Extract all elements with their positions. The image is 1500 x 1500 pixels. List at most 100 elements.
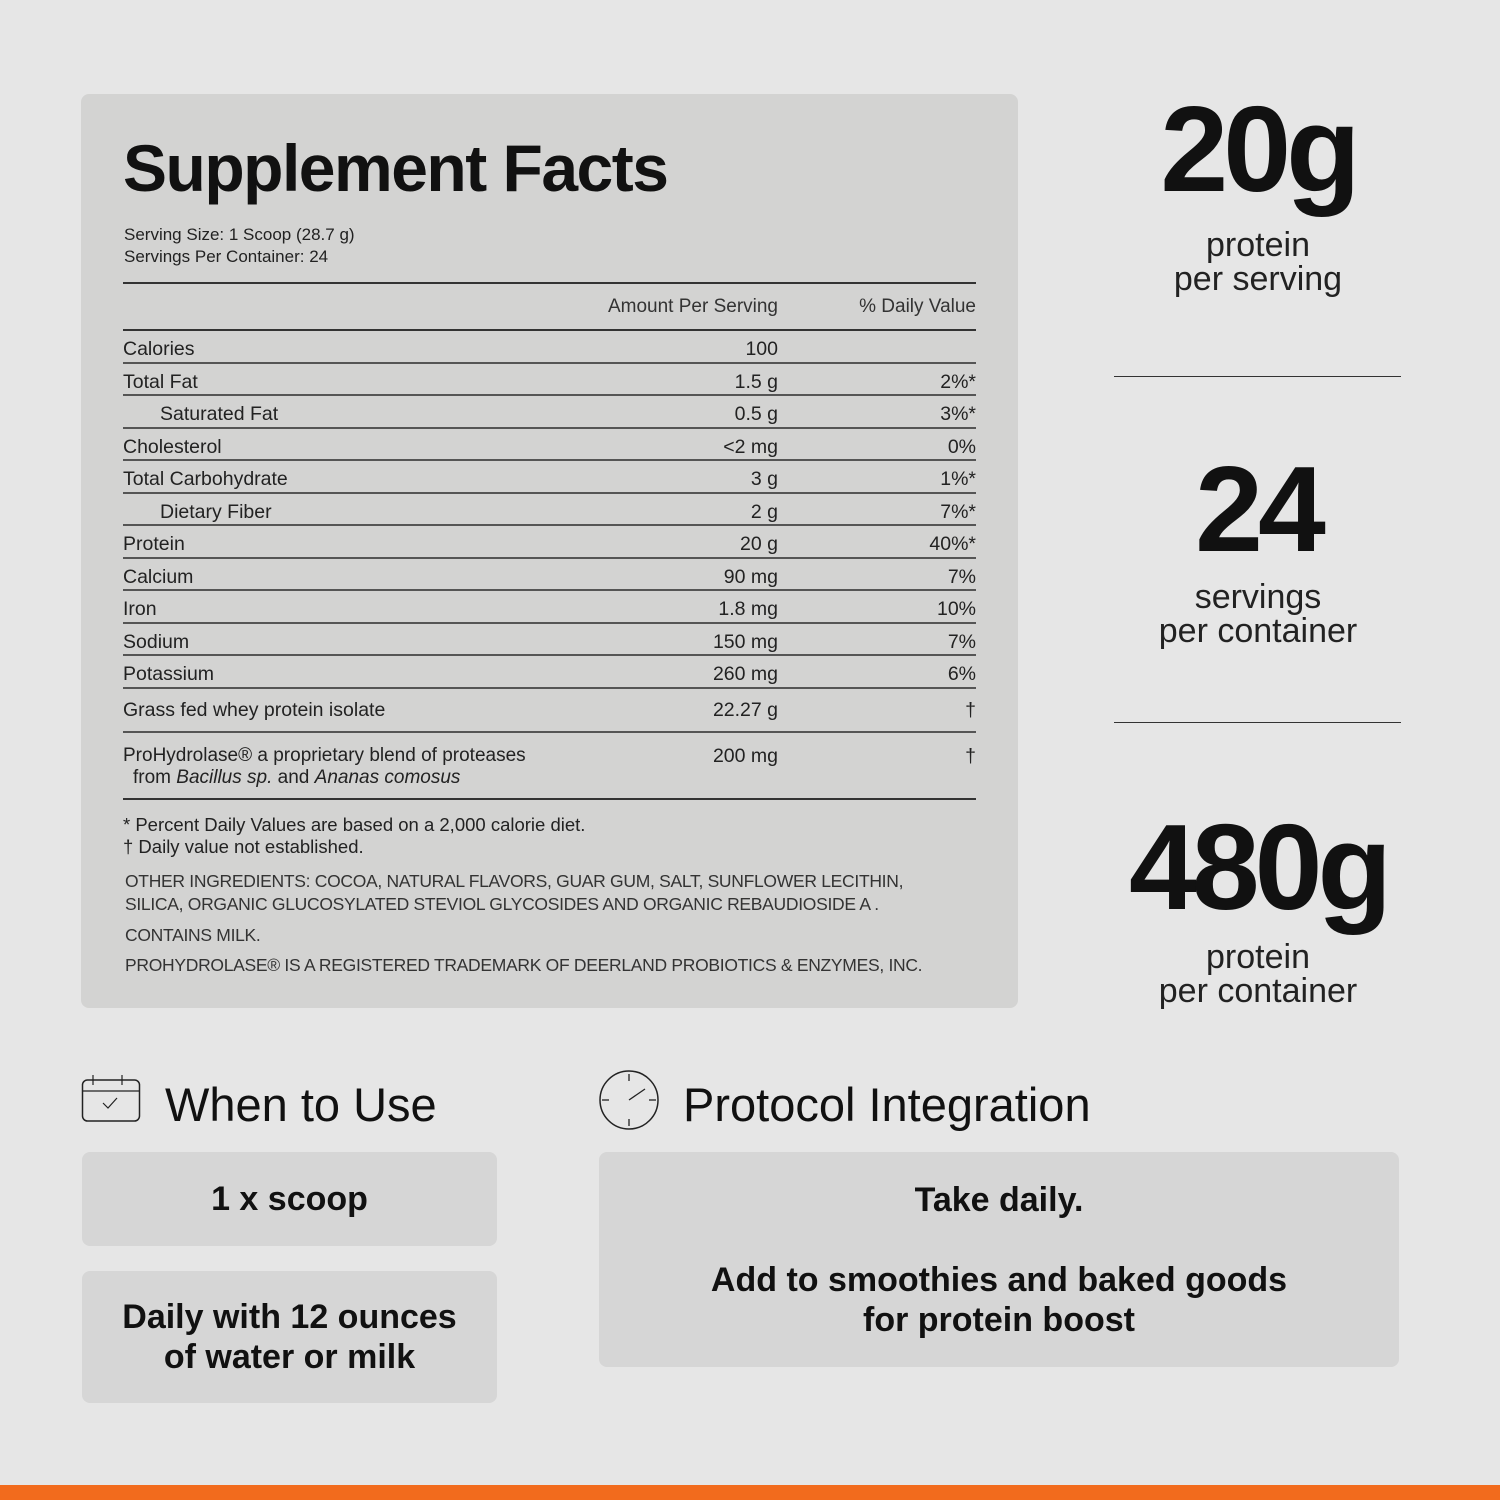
- row-dv: 1%*: [940, 468, 976, 490]
- row-amount: 200 mg: [712, 744, 778, 767]
- row-dv: 10%: [936, 598, 976, 620]
- row-amount: 1.5 g: [734, 370, 778, 393]
- stat-protein-per-container: 480g protein per container: [1098, 806, 1418, 1008]
- table-row: Calories 100: [123, 331, 976, 364]
- row-amount: 22.27 g: [712, 698, 778, 721]
- blend-name-line2: from Bacillus sp. and Ananas comosus: [123, 767, 460, 788]
- row-amount: 100: [745, 338, 778, 360]
- row-dv: 7%*: [940, 500, 976, 523]
- serving-size: Serving Size: 1 Scoop (28.7 g): [124, 225, 355, 244]
- table-row: Potassium 260 mg 6%: [123, 656, 976, 689]
- stat-label-2: per container: [1158, 972, 1358, 1010]
- footnote-dv: * Percent Daily Values are based on a 2,…: [123, 814, 586, 835]
- row-name: Cholesterol: [123, 435, 222, 458]
- blend-mid: and: [272, 766, 315, 788]
- row-dv: 3%*: [940, 403, 976, 425]
- row-name: Iron: [123, 598, 157, 620]
- row-name: Sodium: [123, 630, 190, 653]
- row-amount: <2 mg: [723, 435, 778, 458]
- footnote-dagger: † Daily value not established.: [123, 836, 364, 857]
- table-row: Sodium 150 mg 7%: [123, 624, 976, 656]
- table-row: Dietary Fiber 2 g 7%*: [123, 494, 976, 526]
- row-dv: †: [965, 698, 976, 721]
- usage-box: Daily with 12 ounces of water or milk: [82, 1271, 497, 1403]
- supplement-facts-panel: Supplement Facts Serving Size: 1 Scoop (…: [81, 94, 1018, 1008]
- stat-label-2: per serving: [1173, 260, 1343, 298]
- row-name: Potassium: [123, 663, 215, 685]
- supplement-facts-title: Supplement Facts: [123, 131, 669, 205]
- servings-per-container: Servings Per Container: 24: [124, 247, 329, 266]
- table-row: Calcium 90 mg 7%: [123, 559, 976, 591]
- stat-label-1: protein: [1206, 226, 1310, 264]
- row-amount: 20 g: [740, 533, 778, 555]
- calendar-check-icon: [81, 1075, 141, 1122]
- row-amount: 90 mg: [723, 565, 778, 588]
- row-dv: 6%: [947, 663, 976, 685]
- stat-label-1: protein: [1206, 938, 1310, 976]
- accent-bar: [0, 1485, 1500, 1500]
- dose-box: 1 x scoop: [82, 1152, 497, 1246]
- protocol-line2: Add to smoothies and baked goods: [710, 1260, 1288, 1299]
- protocol-title: Protocol Integration: [683, 1078, 1091, 1131]
- stat-divider: [1114, 376, 1401, 377]
- daily-value-header: % Daily Value: [859, 296, 976, 317]
- table-row: Iron 1.8 mg 10%: [123, 591, 976, 624]
- stat-value: 480g: [1128, 799, 1392, 935]
- stat-value: 24: [1195, 441, 1326, 577]
- row-amount: 260 mg: [712, 663, 778, 685]
- table-row-prohydrolase: ProHydrolase® a proprietary blend of pro…: [123, 733, 976, 800]
- table-row: Total Fat 1.5 g 2%*: [123, 364, 976, 396]
- trademark-notice: PROHYDROLASE® IS A REGISTERED TRADEMARK …: [125, 955, 923, 975]
- stat-divider: [1114, 722, 1401, 723]
- table-row: Protein 20 g 40%*: [123, 526, 976, 559]
- usage-line2: of water or milk: [163, 1338, 416, 1376]
- row-name: Calcium: [123, 565, 194, 588]
- table-row-whey: Grass fed whey protein isolate 22.27 g †: [123, 689, 976, 733]
- row-name: Protein: [123, 533, 185, 555]
- row-amount: 2 g: [750, 500, 778, 523]
- table-row: Saturated Fat 0.5 g 3%*: [123, 396, 976, 429]
- row-name: Grass fed whey protein isolate: [123, 698, 386, 721]
- contains-milk: CONTAINS MILK.: [125, 925, 261, 945]
- amount-header: Amount Per Serving: [607, 296, 778, 317]
- usage-line1: Daily with 12 ounces: [122, 1298, 457, 1336]
- stat-value: 20g: [1160, 81, 1360, 217]
- stat-servings: 24 servings per container: [1098, 448, 1418, 648]
- clock-icon: [599, 1070, 659, 1130]
- row-dv: 7%: [947, 565, 976, 588]
- row-dv: 40%*: [929, 533, 976, 555]
- stat-protein-per-serving: 20g protein per serving: [1098, 88, 1418, 296]
- other-ingredients-line1: OTHER INGREDIENTS: COCOA, NATURAL FLAVOR…: [125, 871, 904, 891]
- table-row: Cholesterol <2 mg 0%: [123, 429, 976, 461]
- blend-species-2: Ananas comosus: [314, 766, 461, 788]
- protocol-line3: for protein boost: [863, 1300, 1135, 1339]
- other-ingredients-line2: SILICA, ORGANIC GLUCOSYLATED STEVIOL GLY…: [125, 894, 879, 914]
- row-name: Total Carbohydrate: [123, 468, 288, 490]
- row-dv: 0%: [947, 435, 976, 458]
- table-row: Total Carbohydrate 3 g 1%*: [123, 461, 976, 494]
- stat-label-1: servings: [1194, 578, 1322, 616]
- row-amount: 150 mg: [712, 630, 778, 653]
- stat-label-2: per container: [1158, 612, 1358, 650]
- nutrition-table: Amount Per Serving % Daily Value Calorie…: [123, 282, 976, 800]
- row-dv: 7%: [947, 630, 976, 653]
- row-dv: †: [965, 744, 976, 767]
- row-name: Calories: [123, 338, 195, 360]
- table-header: Amount Per Serving % Daily Value: [123, 284, 976, 331]
- row-amount: 3 g: [750, 468, 778, 490]
- footnotes: * Percent Daily Values are based on a 2,…: [123, 814, 585, 858]
- row-amount: 0.5 g: [734, 403, 778, 425]
- row-name: ProHydrolase® a proprietary blend of pro…: [123, 745, 526, 789]
- blend-prefix: from: [133, 766, 177, 788]
- protocol-box: Take daily. Add to smoothies and baked g…: [599, 1152, 1399, 1367]
- row-name: Dietary Fiber: [160, 500, 272, 523]
- when-to-use-title: When to Use: [165, 1078, 437, 1131]
- blend-species-1: Bacillus sp.: [176, 766, 273, 788]
- row-name: Saturated Fat: [160, 403, 279, 425]
- table-top-rule: [123, 282, 976, 284]
- row-amount: 1.8 mg: [718, 598, 778, 620]
- row-name: Total Fat: [123, 370, 198, 393]
- other-ingredients: OTHER INGREDIENTS: COCOA, NATURAL FLAVOR…: [125, 870, 903, 916]
- blend-name-line1: ProHydrolase® a proprietary blend of pro…: [123, 744, 526, 766]
- row-dv: 2%*: [940, 370, 976, 393]
